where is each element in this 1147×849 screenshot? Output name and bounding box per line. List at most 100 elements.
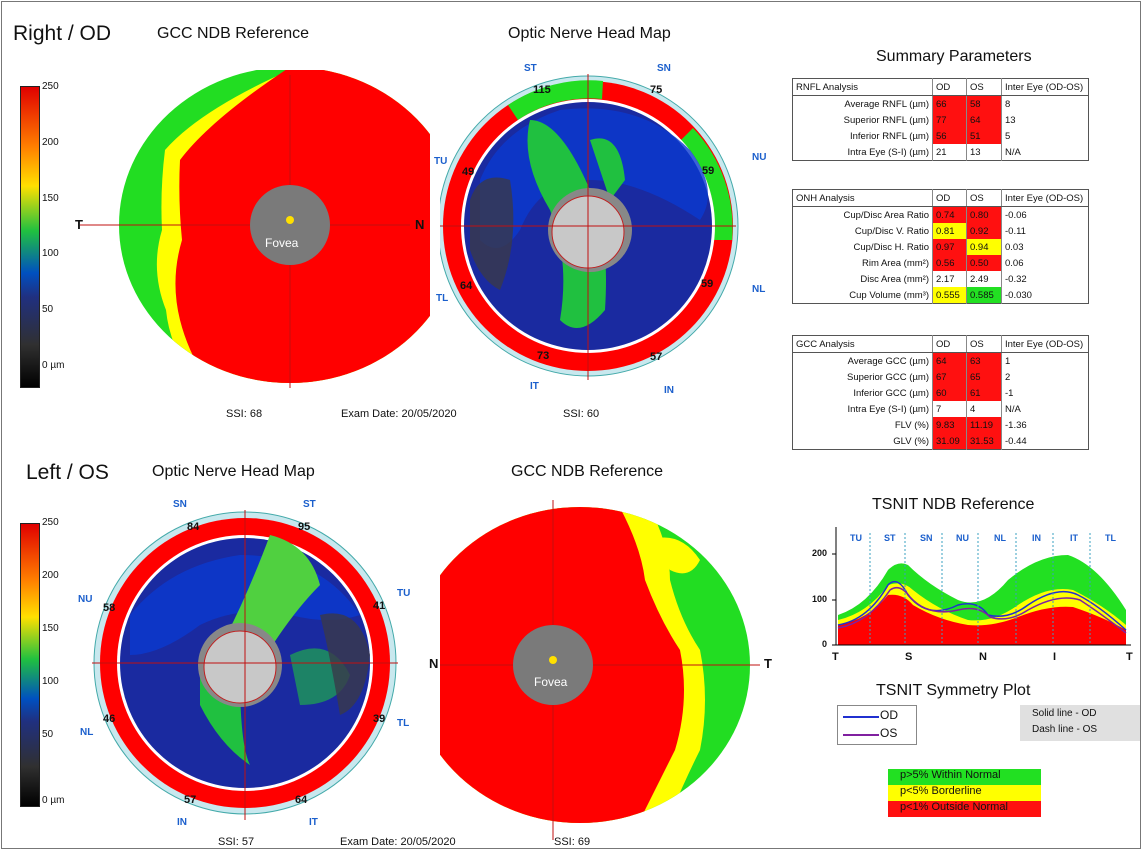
table-cell: 13 — [1005, 114, 1016, 126]
od-sector-value: 115 — [533, 84, 551, 96]
od-cbar-tick: 50 — [42, 304, 54, 315]
od-sector-value: 73 — [537, 350, 550, 362]
table-cell: 8 — [1005, 98, 1011, 110]
table-row: Superior GCC (µm) 67 65 2 — [792, 369, 1089, 385]
table-cell: 65 — [966, 369, 1002, 385]
tsnit-y-tick: 0 — [822, 639, 828, 649]
table-cell: 77 — [932, 112, 967, 128]
od-sector-label: NU — [752, 152, 767, 163]
symmetry-legend: OD OS — [837, 705, 917, 745]
tsnit-x-tick: T — [1126, 651, 1133, 663]
table-header-cell: OD — [932, 335, 967, 353]
significance-legend: p>5% Within Normal p<5% Borderline p<1% … — [888, 769, 1041, 817]
od-cbar-tick: 150 — [42, 193, 59, 204]
od-sector-label: TU — [434, 156, 448, 167]
table-cell: N/A — [1005, 403, 1021, 415]
table-header-cell: OS — [966, 335, 1002, 353]
od-sector-label: IN — [664, 385, 674, 396]
table-cell: 2.17 — [932, 271, 967, 287]
table-header-cell: OD — [932, 78, 967, 96]
od-sector-value: 64 — [460, 280, 473, 292]
tsnit-sector: IT — [1070, 533, 1078, 543]
os-cbar-tick: 50 — [42, 729, 54, 740]
od-sector-label: NL — [752, 284, 766, 295]
table-cell: 51 — [966, 128, 1002, 144]
tsnit-sector: ST — [884, 533, 896, 543]
table-cell: 61 — [966, 385, 1002, 401]
table-cell: 0.555 — [932, 287, 967, 304]
tsnit-sector: TU — [850, 533, 862, 543]
os-sector-value: 84 — [187, 521, 200, 533]
table-header-row: GCC Analysis OD OS Inter Eye (OD-OS) — [792, 335, 1089, 353]
os-cbar-tick: 100 — [42, 676, 59, 687]
os-legend-label: OS — [880, 726, 898, 740]
od-gcc-axis-right: N — [415, 217, 425, 232]
table-cell: 58 — [966, 95, 1002, 112]
os-sector-label: NL — [80, 727, 94, 738]
od-colorbar — [20, 86, 40, 388]
os-eye-label: Left / OS — [26, 461, 109, 484]
table-row: FLV (%) 9.83 11.19 -1.36 — [792, 417, 1089, 433]
os-sector-label: SN — [173, 499, 187, 510]
table-cell: 31.53 — [966, 433, 1002, 450]
table-row: Inferior RNFL (µm) 56 51 5 — [792, 128, 1089, 144]
table-header-row: ONH Analysis OD OS Inter Eye (OD-OS) — [792, 189, 1089, 207]
os-sector-label: NU — [78, 594, 93, 605]
table-cell: 7 — [932, 401, 967, 417]
os-onh-title: Optic Nerve Head Map — [152, 463, 315, 480]
od-exam-date: Exam Date: 20/05/2020 — [341, 408, 457, 420]
table-cell: -0.32 — [1005, 273, 1027, 285]
table-cell: 60 — [932, 385, 967, 401]
table-cell: Superior RNFL (µm) — [792, 112, 933, 128]
table-row: Cup Volume (mm³) 0.555 0.585 -0.030 — [792, 287, 1089, 304]
table-row: Average GCC (µm) 64 63 1 — [792, 352, 1089, 369]
od-legend-label: OD — [880, 708, 898, 722]
table-cell: GLV (%) — [792, 433, 933, 450]
os-sector-value: 39 — [373, 713, 386, 725]
od-eye-label: Right / OD — [13, 22, 112, 45]
od-sector-value: 59 — [702, 165, 715, 177]
table-cell: 1 — [1005, 355, 1011, 367]
os-cbar-tick: 0 µm — [42, 795, 65, 806]
tsnit-x-tick: S — [905, 651, 913, 663]
od-sector-value: 59 — [701, 278, 714, 290]
table-cell: 11.19 — [966, 417, 1002, 433]
table-cell: -0.44 — [1005, 435, 1027, 447]
table-row: Intra Eye (S-I) (µm) 7 4 N/A — [792, 401, 1089, 417]
od-cbar-tick: 0 µm — [42, 360, 65, 371]
table-row: Average RNFL (µm) 66 58 8 — [792, 95, 1089, 112]
tsnit-title: TSNIT NDB Reference — [872, 496, 1035, 513]
table-cell: -0.030 — [1005, 289, 1032, 301]
tsnit-sector: SN — [920, 533, 933, 543]
legend-borderline: p<5% Borderline — [888, 785, 1041, 801]
table-header-cell: Inter Eye (OD-OS) — [1001, 78, 1089, 96]
table-cell: 0.97 — [932, 239, 967, 255]
onh-table: ONH Analysis OD OS Inter Eye (OD-OS) Cup… — [792, 189, 1089, 304]
tsnit-sector: NL — [994, 533, 1006, 543]
table-cell: 0.56 — [932, 255, 967, 271]
os-gcc-title: GCC NDB Reference — [511, 463, 664, 480]
os-sector-label: ST — [303, 499, 316, 510]
table-row: Superior RNFL (µm) 77 64 13 — [792, 112, 1089, 128]
table-cell: 0.585 — [966, 287, 1002, 304]
table-cell: 0.94 — [966, 239, 1002, 255]
table-row: Cup/Disc Area Ratio 0.74 0.80 -0.06 — [792, 206, 1089, 223]
tsnit-y-tick: 200 — [812, 548, 828, 558]
od-onh-map — [440, 74, 739, 380]
od-gcc-title: GCC NDB Reference — [157, 25, 310, 42]
od-sector-label: IT — [530, 381, 539, 392]
os-gcc-axis-left: N — [429, 656, 439, 671]
table-header-row: RNFL Analysis OD OS Inter Eye (OD-OS) — [792, 78, 1089, 96]
table-header-cell: OS — [966, 78, 1002, 96]
table-cell: 0.50 — [966, 255, 1002, 271]
table-cell: Cup Volume (mm³) — [792, 287, 933, 304]
tsnit-x-tick: N — [979, 651, 987, 663]
table-cell: 63 — [966, 352, 1002, 369]
tsnit-plot — [832, 527, 1131, 646]
table-cell: Cup/Disc Area Ratio — [792, 206, 933, 223]
table-header-cell: Inter Eye (OD-OS) — [1001, 335, 1089, 353]
note-solid: Solid line - OD — [1032, 708, 1097, 719]
tsnit-sector: NU — [956, 533, 969, 543]
table-row: GLV (%) 31.09 31.53 -0.44 — [792, 433, 1089, 450]
od-sector-label: TL — [436, 293, 449, 304]
